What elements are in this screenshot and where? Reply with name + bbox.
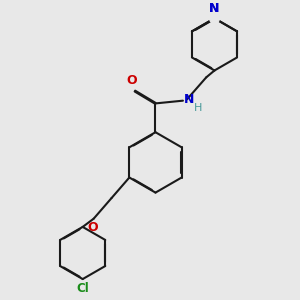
Text: N: N	[209, 2, 220, 15]
Text: O: O	[87, 221, 98, 234]
Text: Cl: Cl	[76, 282, 89, 296]
Text: N: N	[184, 93, 195, 106]
Text: O: O	[127, 74, 137, 87]
Text: N: N	[209, 2, 220, 15]
Circle shape	[210, 14, 219, 23]
Text: H: H	[194, 103, 202, 112]
